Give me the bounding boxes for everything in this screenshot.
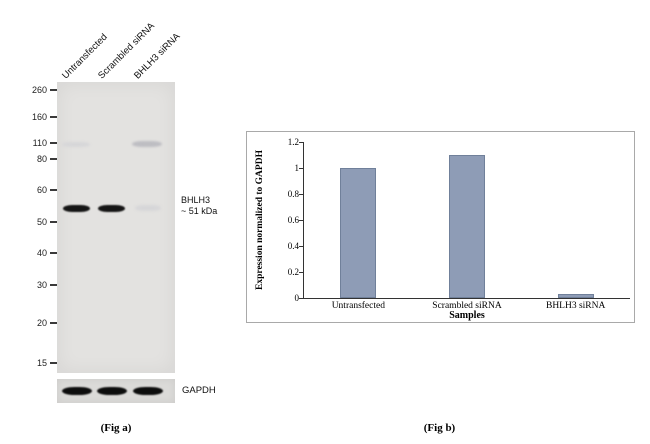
y-tick-label: 1 <box>294 163 300 173</box>
blot-image <box>57 82 175 373</box>
mw-marker-column: 260 160 110 80 60 50 40 30 20 15 <box>24 82 57 373</box>
mw-marker-value: 160 <box>31 112 47 122</box>
mw-marker-value: 80 <box>36 154 47 164</box>
mw-tick-mark <box>50 142 57 144</box>
band-scrambled-sirna-bhlh3 <box>98 205 125 212</box>
target-name: BHLH3 <box>181 195 211 205</box>
y-tick-label: 0.8 <box>287 189 299 199</box>
plot-area <box>304 142 630 298</box>
mw-marker-60: 60 <box>29 185 57 195</box>
loading-control-blot <box>57 379 175 403</box>
x-tick-label: Untransfected <box>331 301 385 311</box>
lane-labels: Untransfected Scrambled siRNA BHLH3 siRNA <box>0 0 220 82</box>
mw-marker-50: 50 <box>29 217 57 227</box>
mw-marker-value: 40 <box>36 248 47 258</box>
fig-a-caption: (Fig a) <box>100 422 132 434</box>
gapdh-band-bhlh3-sirna <box>133 387 163 395</box>
loading-control-label: GAPDH <box>182 385 216 396</box>
mw-tick-mark <box>50 189 57 191</box>
bar-scrambled-sirna <box>449 155 485 298</box>
mw-marker-value: 50 <box>36 217 47 227</box>
gapdh-band-untransfected <box>62 387 92 395</box>
mw-tick-mark <box>50 284 57 286</box>
mw-marker-value: 260 <box>31 85 47 95</box>
bar-slot <box>521 142 630 298</box>
mw-marker-value: 60 <box>36 185 47 195</box>
band-untransfected-110kda <box>62 142 90 147</box>
mw-marker-value: 15 <box>36 358 47 368</box>
mw-tick-mark <box>50 158 57 160</box>
mw-marker-160: 160 <box>29 112 57 122</box>
mw-marker-15: 15 <box>29 358 57 368</box>
y-tick-mark <box>299 246 303 247</box>
mw-tick-mark <box>50 252 57 254</box>
fig-b-caption: (Fig b) <box>423 422 456 434</box>
target-mw: ~ 51 kDa <box>181 206 218 216</box>
y-tick-mark <box>299 220 303 221</box>
mw-marker-80: 80 <box>29 154 57 164</box>
y-tick-mark <box>299 272 303 273</box>
mw-tick-mark <box>50 89 57 91</box>
x-axis-line <box>303 298 630 299</box>
mw-tick-mark <box>50 362 57 364</box>
target-band-label: BHLH3 ~ 51 kDa <box>181 195 217 217</box>
y-tick-mark <box>299 168 303 169</box>
band-bhlh3-sirna-bhlh3 <box>135 205 161 211</box>
x-labels: Untransfected Scrambled siRNA BHLH3 siRNA <box>304 301 630 311</box>
mw-marker-40: 40 <box>29 248 57 258</box>
mw-tick-mark <box>50 322 57 324</box>
mw-marker-110: 110 <box>29 138 57 148</box>
bar-bhlh3-sirna <box>557 294 594 298</box>
y-axis-title: Expression normalized to GAPDH <box>255 150 265 290</box>
chart-box: Expression normalized to GAPDH Untransfe… <box>246 131 635 323</box>
bar-untransfected <box>340 168 377 298</box>
mw-tick-mark <box>50 221 57 223</box>
bar-slot <box>304 142 413 298</box>
bar-slot <box>413 142 522 298</box>
y-tick-mark <box>299 142 303 143</box>
y-tick-mark <box>299 298 303 299</box>
x-tick-label: Scrambled siRNA <box>432 301 502 311</box>
y-axis-line <box>303 142 304 299</box>
band-bhlh3-sirna-110kda <box>132 141 162 147</box>
mw-marker-value: 110 <box>32 138 47 148</box>
x-tick-label: BHLH3 siRNA <box>545 301 606 311</box>
mw-tick-mark <box>50 116 57 118</box>
mw-marker-value: 20 <box>36 318 47 328</box>
y-tick-label: 0.4 <box>287 241 299 251</box>
gapdh-band-scrambled-sirna <box>97 387 127 395</box>
y-tick-label: 0.2 <box>287 267 299 277</box>
mw-marker-20: 20 <box>29 318 57 328</box>
y-tick-mark <box>299 194 303 195</box>
mw-marker-30: 30 <box>29 280 57 290</box>
mw-marker-260: 260 <box>29 85 57 95</box>
y-tick-label: 0.6 <box>287 215 299 225</box>
x-axis-title: Samples <box>449 310 485 321</box>
y-tick-label: 1.2 <box>287 137 299 147</box>
y-tick-label: 0 <box>294 293 300 303</box>
mw-marker-value: 30 <box>36 280 47 290</box>
band-untransfected-bhlh3 <box>63 205 90 212</box>
